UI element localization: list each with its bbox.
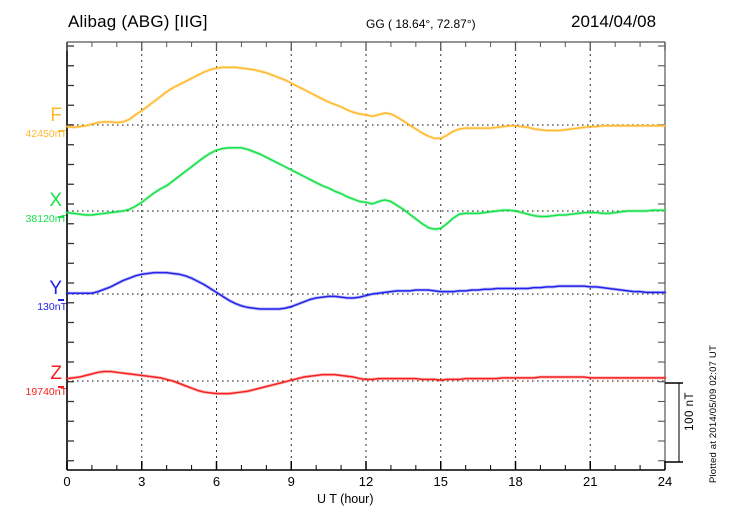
component-label-f: F <box>50 105 62 126</box>
x-axis-tick-24: 24 <box>657 474 673 489</box>
component-value-z: 19740nT <box>25 386 67 398</box>
page-title: Alibag (ABG) [IIG] <box>68 12 208 31</box>
plotted-timestamp: Plotted at 2014/05/09 02:07 UT <box>708 345 719 484</box>
x-axis-tick-12: 12 <box>358 474 374 489</box>
x-axis-title: U T (hour) <box>317 492 374 506</box>
data-traces <box>58 65 667 396</box>
scale-bar <box>665 382 683 463</box>
observation-date: 2014/04/08 <box>571 12 657 31</box>
x-axis-tick-6: 6 <box>212 474 221 489</box>
x-axis-ticks <box>66 42 666 470</box>
component-value-x: 38120nT <box>25 213 67 225</box>
component-label-y: Y <box>49 278 62 299</box>
x-axis-tick-21: 21 <box>583 474 598 489</box>
component-label-x: X <box>49 190 62 211</box>
component-value-y: 130nT <box>37 301 67 313</box>
x-axis-tick-15: 15 <box>433 474 448 489</box>
gridlines <box>141 42 591 470</box>
x-axis-tick-3: 3 <box>138 474 146 489</box>
x-axis-tick-0: 0 <box>63 474 71 489</box>
x-axis-tick-9: 9 <box>287 474 295 489</box>
y-axis-ticks <box>67 45 665 462</box>
axis-frame <box>66 41 666 471</box>
geographic-coordinates: GG ( 18.64°, 72.87°) <box>366 17 476 31</box>
scale-bar-label: 100 nT <box>684 392 696 431</box>
component-label-z: Z <box>50 363 62 384</box>
component-value-f: 42450nT <box>25 128 67 140</box>
x-axis-tick-18: 18 <box>508 474 523 489</box>
